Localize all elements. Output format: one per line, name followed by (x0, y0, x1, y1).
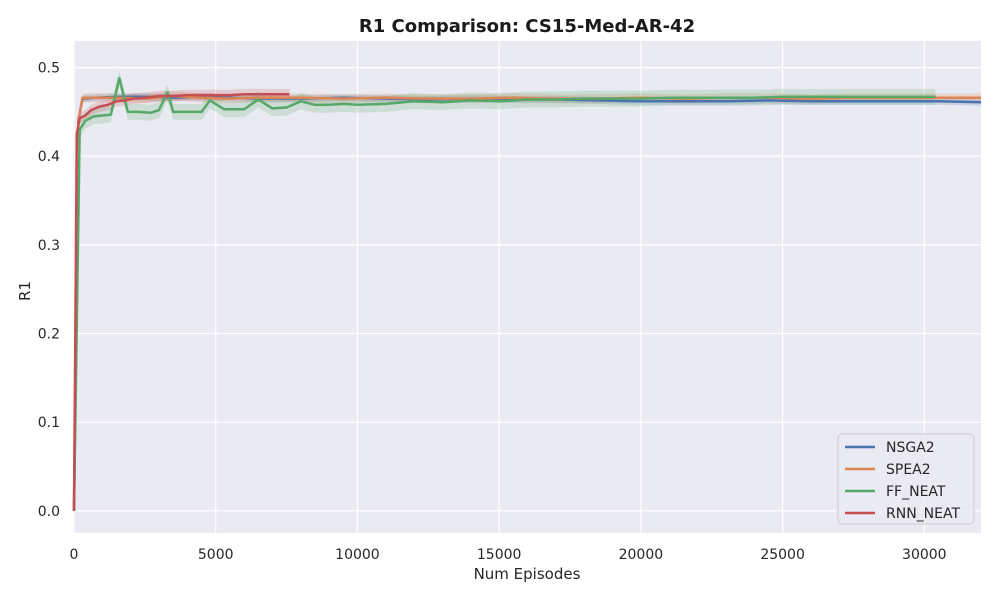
y-tick-label: 0.3 (38, 238, 60, 254)
legend-label-spea2: SPEA2 (886, 462, 931, 478)
x-tick-label: 0 (70, 547, 79, 563)
ff-neat-band (74, 70, 936, 519)
plot-background (74, 41, 981, 533)
gridlines (73, 41, 981, 533)
rnn-neat-line (72, 92, 290, 511)
x-tick-label: 15000 (477, 547, 522, 563)
tick-labels: 0 5000 10000 15000 20000 25000 30000 0.0 0.1 0.2 0… (38, 61, 947, 563)
chart-title: R1 Comparison: CS15-Med-AR-42 (359, 16, 695, 37)
spea2-line (72, 94, 981, 511)
x-tick-label: 30000 (902, 547, 947, 563)
x-tick-label: 10000 (335, 547, 380, 563)
x-tick-label: 5000 (198, 547, 234, 563)
y-tick-label: 0.1 (38, 415, 60, 431)
x-axis-label: Num Episodes (474, 565, 581, 583)
x-tick-label: 20000 (619, 547, 664, 563)
legend-box (837, 433, 975, 525)
legend-label-nsga2: NSGA2 (886, 440, 935, 456)
legend-label-ff-neat: FF_NEAT (886, 484, 946, 500)
x-tick-label: 25000 (760, 547, 805, 563)
confidence-bands (74, 70, 981, 519)
legend-label-rnn-neat: RNN_NEAT (886, 506, 960, 522)
series-lines (72, 76, 982, 511)
y-tick-label: 0.5 (38, 61, 60, 77)
ff-neat-line (72, 76, 936, 511)
y-tick-label: 0.2 (38, 327, 60, 343)
legend: NSGA2 SPEA2 FF_NEAT RNN_NEAT (837, 433, 975, 525)
y-tick-label: 0.0 (38, 504, 60, 520)
y-tick-label: 0.4 (38, 149, 60, 165)
y-axis-label: R1 (16, 281, 34, 301)
